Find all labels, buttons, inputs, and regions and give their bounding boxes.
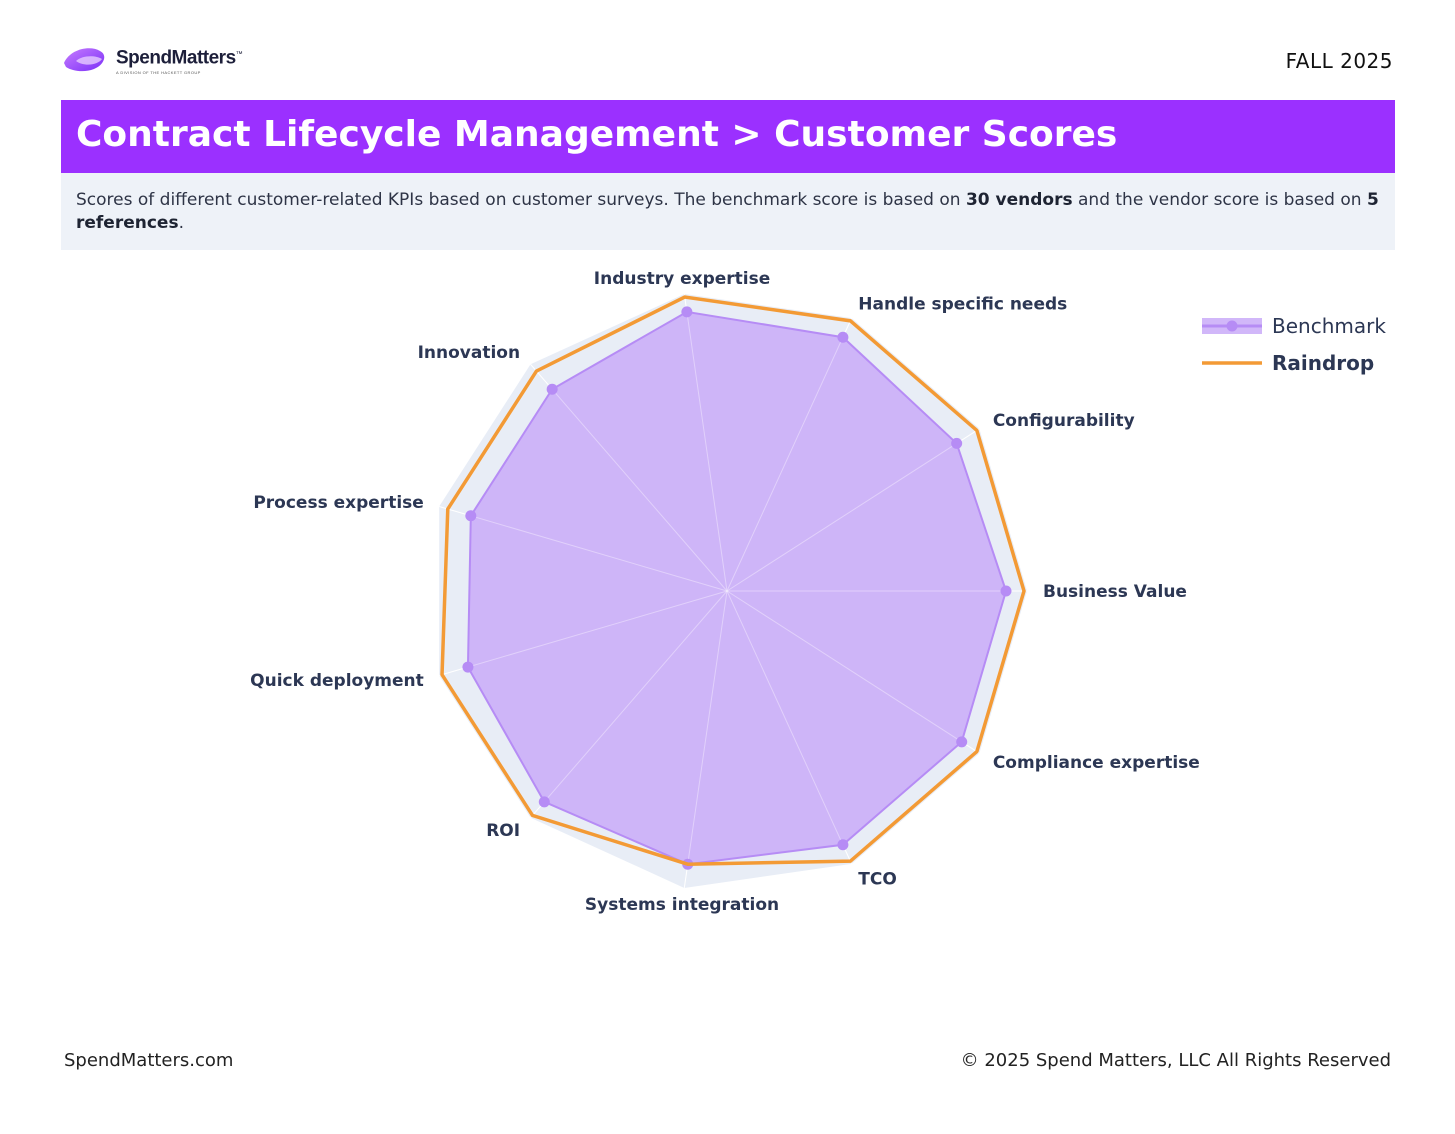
legend-benchmark-label: Benchmark [1272, 314, 1386, 338]
axis-label: Configurability [993, 411, 1135, 431]
raindrop-line [440, 295, 1026, 866]
axis-label: ROI [486, 821, 520, 841]
description-reference-count: 5 references [76, 190, 1379, 233]
radar-series [439, 293, 1027, 889]
page-title: Contract Lifecycle Management > Customer… [76, 114, 1118, 155]
season-label: FALL 2025 [1285, 49, 1393, 73]
benchmark-point [546, 383, 558, 395]
description-text-2: and the vendor score is based on [1072, 190, 1367, 210]
logo-tagline: A DIVISION OF THE HACKETT GROUP [116, 69, 201, 75]
radar-axis-labels: Business Value Configurability Handle spec… [250, 269, 1200, 915]
benchmark-point [951, 437, 963, 449]
benchmark-point [837, 331, 849, 343]
axis-label: Process expertise [253, 493, 423, 513]
radar-spoke-overlay [726, 590, 980, 754]
benchmark-point [1000, 585, 1012, 597]
radar-spoke-overlay [726, 590, 853, 865]
description-box: Scores of different customer-related KPI… [61, 173, 1395, 250]
benchmark-point [956, 736, 968, 748]
axis-label: Handle specific needs [858, 295, 1067, 315]
benchmark-area [466, 310, 1008, 866]
axis-label: Systems integration [585, 895, 779, 915]
logo-name: SpendMatters™ [116, 47, 243, 69]
spend-matters-logo-icon [64, 48, 105, 72]
radar-spoke-overlay [726, 428, 980, 592]
radar-spoke-overlay [683, 590, 728, 889]
footer-site: SpendMatters.com [64, 1050, 234, 1071]
benchmark-point [465, 510, 477, 522]
legend-benchmark-marker [1226, 320, 1238, 332]
axis-label: Business Value [1043, 582, 1187, 602]
chart-legend: Benchmark Raindrop [1202, 314, 1386, 375]
footer-copyright: © 2025 Spend Matters, LLC All Rights Res… [960, 1050, 1391, 1071]
benchmark-point [837, 839, 849, 851]
title-bar: Contract Lifecycle Management > Customer… [61, 100, 1395, 173]
radar-spoke-overlay [530, 590, 728, 819]
description-text-1: Scores of different customer-related KPI… [76, 190, 966, 210]
axis-label: Quick deployment [250, 671, 424, 691]
radar-spoke-overlay [439, 506, 728, 592]
axis-label: Innovation [418, 343, 521, 363]
axis-label: Compliance expertise [993, 753, 1200, 773]
legend-raindrop-label: Raindrop [1272, 351, 1374, 375]
benchmark-point [538, 796, 550, 808]
radar-chart: Business Value Configurability Handle spec… [250, 269, 1386, 915]
benchmark-point [681, 306, 693, 318]
spend-matters-logo: SpendMatters™ A DIVISION OF THE HACKETT … [60, 40, 243, 80]
radar-spoke-overlay [683, 293, 728, 592]
axis-label: TCO [858, 869, 897, 889]
benchmark-point [462, 661, 474, 673]
radar-spoke-overlay [439, 590, 728, 676]
radar-spoke-overlay [530, 363, 728, 592]
description-vendor-count: 30 vendors [965, 190, 1073, 210]
axis-label: Industry expertise [594, 269, 771, 289]
radar-spoke-overlay [726, 317, 853, 592]
description-text-3: . [178, 213, 184, 233]
